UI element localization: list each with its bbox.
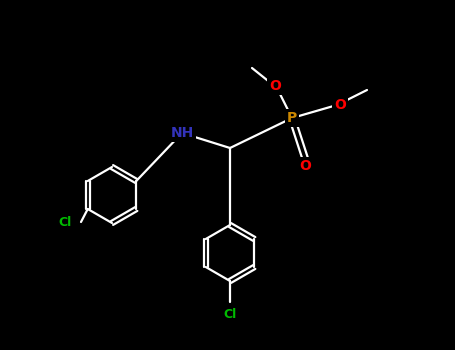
Text: NH: NH: [170, 126, 194, 140]
Text: O: O: [299, 159, 311, 173]
Text: O: O: [334, 98, 346, 112]
Text: Cl: Cl: [58, 216, 71, 229]
Text: Cl: Cl: [223, 308, 237, 321]
Text: O: O: [269, 79, 281, 93]
Text: P: P: [287, 111, 297, 125]
